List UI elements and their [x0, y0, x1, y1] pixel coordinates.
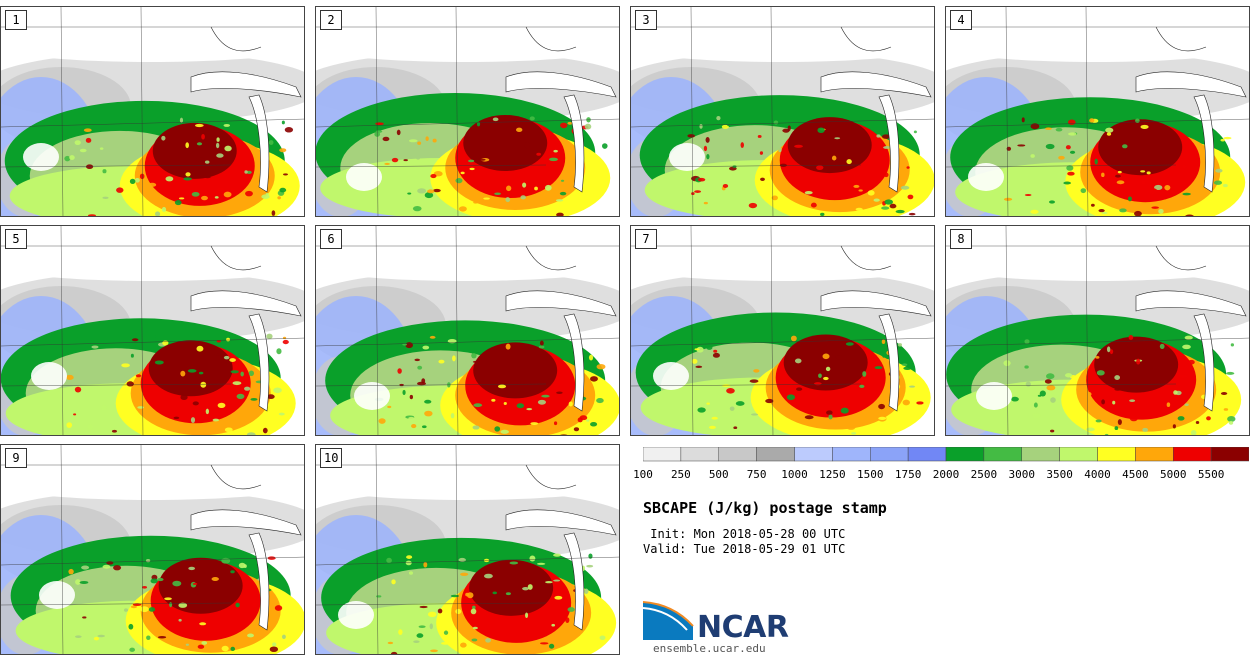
colorbar-swatch: [1097, 447, 1136, 462]
colorbar-swatch: [643, 447, 682, 462]
member-panel[interactable]: 4: [945, 6, 1250, 217]
colorbar-swatch: [1059, 447, 1098, 462]
sbcape-map: [316, 7, 619, 216]
member-panel[interactable]: 8: [945, 225, 1250, 436]
colorbar-tick-label: 5000: [1160, 468, 1187, 481]
colorbar-tick-label: 3500: [1046, 468, 1073, 481]
colorbar-tick-label: 750: [746, 468, 767, 481]
member-panel[interactable]: 10: [315, 444, 620, 655]
member-number: 4: [950, 10, 972, 30]
sbcape-map: [1, 7, 304, 216]
member-number: 8: [950, 229, 972, 249]
sbcape-map: [631, 226, 934, 435]
site-url[interactable]: ensemble.ucar.edu: [653, 642, 766, 655]
colorbar-tick-label: 1250: [819, 468, 846, 481]
colorbar-tick-label: 500: [708, 468, 729, 481]
colorbar-swatch: [832, 447, 871, 462]
member-number: 1: [5, 10, 27, 30]
sbcape-map: [946, 7, 1249, 216]
member-panel[interactable]: 1: [0, 6, 305, 217]
member-panel[interactable]: 9: [0, 444, 305, 655]
colorbar-tick-label: 100: [633, 468, 653, 481]
member-number: 6: [320, 229, 342, 249]
colorbar-swatch: [1210, 447, 1249, 462]
colorbar-tick-label: 1750: [894, 468, 922, 481]
colorbar-tick-label: 2500: [970, 468, 998, 481]
colorbar-swatch: [983, 447, 1022, 462]
colorbar-swatch: [680, 447, 719, 462]
colorbar-tick-label: 4000: [1084, 468, 1111, 481]
colorbar-swatch: [1173, 447, 1212, 462]
colorbar-swatch: [718, 447, 757, 462]
colorbar: [643, 447, 1249, 462]
valid-time: Valid: Tue 2018-05-29 01 UTC: [643, 542, 846, 556]
member-number: 10: [320, 448, 343, 468]
colorbar-tick-label: 3000: [1008, 468, 1036, 481]
colorbar-swatch: [794, 447, 833, 462]
member-panel[interactable]: 7: [630, 225, 935, 436]
colorbar-tick-label: 1500: [857, 468, 884, 481]
colorbar-tick-label: 5500: [1197, 468, 1225, 481]
plot-title: SBCAPE (J/kg) postage stamp: [643, 499, 887, 517]
colorbar-swatch: [756, 447, 795, 462]
member-number: 7: [635, 229, 657, 249]
member-number: 2: [320, 10, 342, 30]
member-number: 5: [5, 229, 27, 249]
member-panel[interactable]: 5: [0, 225, 305, 436]
ncar-logo-icon[interactable]: [643, 600, 793, 644]
colorbar-tick-label: 4500: [1122, 468, 1149, 481]
colorbar-swatch: [870, 447, 909, 462]
colorbar-tick-label: 1000: [781, 468, 808, 481]
ncar-logo-text: NCAR: [697, 610, 789, 645]
init-time: Init: Mon 2018-05-28 00 UTC: [643, 527, 846, 541]
member-panel[interactable]: 2: [315, 6, 620, 217]
colorbar-tick-label: 2000: [932, 468, 960, 481]
colorbar-swatch: [945, 447, 985, 462]
member-panel[interactable]: 3: [630, 6, 935, 217]
colorbar-tick-label: 250: [670, 468, 691, 481]
sbcape-map: [946, 226, 1249, 435]
sbcape-map: [1, 445, 304, 654]
member-number: 9: [5, 448, 27, 468]
colorbar-swatch: [1021, 447, 1060, 462]
member-panel[interactable]: 6: [315, 225, 620, 436]
sbcape-map: [1, 226, 304, 435]
colorbar-swatch: [1135, 447, 1174, 462]
member-number: 3: [635, 10, 657, 30]
sbcape-map: [316, 445, 619, 654]
sbcape-map: [316, 226, 619, 435]
sbcape-map: [631, 7, 934, 216]
colorbar-swatch: [907, 447, 947, 462]
